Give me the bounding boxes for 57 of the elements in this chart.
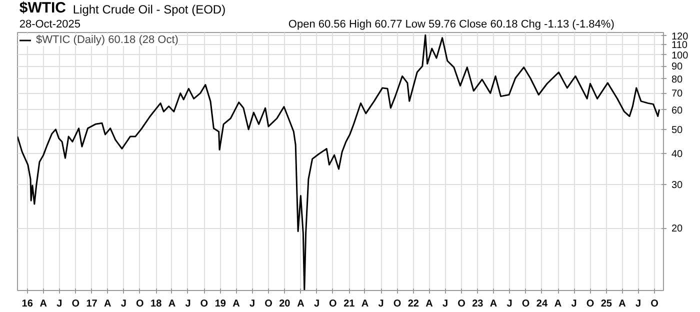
x-tick-label: 17	[86, 298, 98, 310]
x-tick-label: O	[458, 298, 466, 310]
chart-subtitle: Light Crude Oil - Spot (EOD)	[72, 2, 226, 16]
y-tick-label: 50	[672, 124, 684, 136]
x-tick-label: A	[618, 298, 626, 310]
text: Open 60.56 High 60.77 Low 59.76 Close 60.18 Chg -1.13 (-1.84%)	[288, 18, 614, 30]
y-tick-label: 60	[672, 105, 684, 116]
x-tick-label: 21	[344, 298, 356, 310]
x-tick-label: J	[314, 298, 320, 310]
x-tick-label: A	[104, 298, 112, 310]
x-tick-label: A	[361, 298, 369, 310]
y-tick-label: 90	[672, 62, 684, 73]
y-tick-label: 120	[672, 32, 689, 42]
x-tick-label: O	[393, 298, 402, 310]
x-tick-label: 24	[536, 298, 548, 310]
x-tick-label: O	[329, 298, 338, 310]
x-tick-label: 23	[472, 298, 484, 310]
x-tick-label: J	[249, 298, 256, 310]
x-tick-label: O	[522, 298, 530, 310]
x-tick-label: A	[297, 298, 304, 310]
x-tick-label: J	[506, 298, 512, 310]
x-tick-label: 19	[214, 298, 226, 310]
x-tick-label: A	[554, 298, 562, 310]
x-tick-label: A	[168, 298, 176, 310]
x-tick-label: J	[378, 298, 384, 310]
x-tick-label: A	[426, 298, 433, 310]
x-tick-label: 16	[22, 298, 34, 310]
text: 28-Oct-2025	[19, 18, 80, 30]
x-tick-label: 25	[600, 298, 612, 310]
y-tick-label: 110	[672, 40, 688, 52]
x-tick-label: O	[200, 298, 208, 310]
x-tick-label: 22	[408, 298, 420, 310]
y-tick-label: 30	[672, 180, 684, 191]
x-tick-label: 20	[279, 298, 291, 310]
x-tick-label: A	[232, 298, 240, 310]
x-tick-label: A	[40, 298, 48, 310]
y-tick-label: 100	[672, 50, 689, 62]
x-tick-label: J	[636, 298, 642, 310]
y-tick-label: 70	[672, 88, 684, 100]
y-tick-label: 40	[672, 148, 684, 160]
line-series	[18, 34, 660, 290]
x-tick-label: O	[136, 298, 144, 310]
legend-label: $WTIC (Daily) 60.18 (28 Oct)	[36, 34, 178, 46]
x-tick-label: O	[586, 298, 594, 310]
x-tick-label: J	[185, 298, 191, 310]
y-tick-label: 20	[672, 224, 684, 235]
x-tick-label: O	[72, 298, 80, 310]
x-tick-label: J	[571, 298, 577, 310]
x-tick-label: J	[442, 298, 448, 310]
x-tick-label: 18	[150, 298, 162, 310]
y-tick-label: 80	[672, 74, 684, 86]
chart-title: $WTIC	[19, 0, 66, 16]
x-tick-label: O	[650, 298, 659, 310]
x-tick-label: A	[490, 298, 498, 310]
x-tick-label: O	[264, 298, 273, 310]
x-tick-label: J	[120, 298, 126, 310]
x-tick-label: J	[56, 298, 62, 310]
